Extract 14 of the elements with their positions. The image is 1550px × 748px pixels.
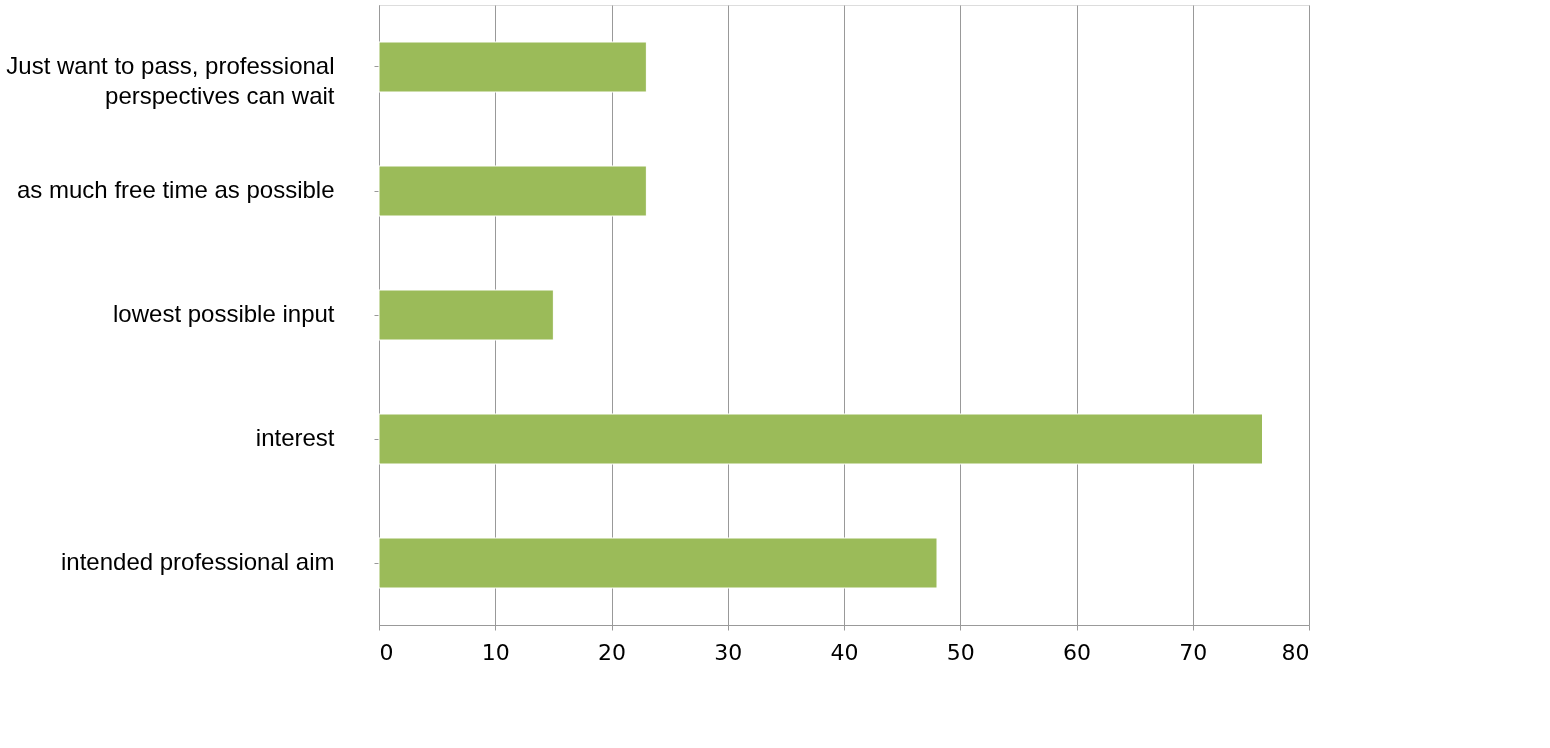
y-tick-label: Just want to pass, professional perspectives can wait	[6, 52, 335, 109]
x-tick-label: 20	[598, 639, 626, 665]
x-tick-label: 10	[481, 639, 510, 665]
x-tick-label: 40	[830, 639, 859, 665]
x-tick-label: 70	[1179, 639, 1208, 665]
x-tick-label: 50	[946, 639, 975, 665]
x-tick-label: 60	[1063, 639, 1091, 665]
y-tick-label: lowest possible input	[113, 300, 335, 327]
x-tick-label: 30	[714, 639, 743, 665]
y-tick-label: intended professional aim	[60, 548, 335, 575]
x-tick-label: 0	[379, 639, 394, 665]
y-tick-label: as much free time as possible	[17, 176, 335, 203]
x-tick-label: 80	[1281, 639, 1310, 665]
y-tick-label: interest	[255, 424, 335, 451]
